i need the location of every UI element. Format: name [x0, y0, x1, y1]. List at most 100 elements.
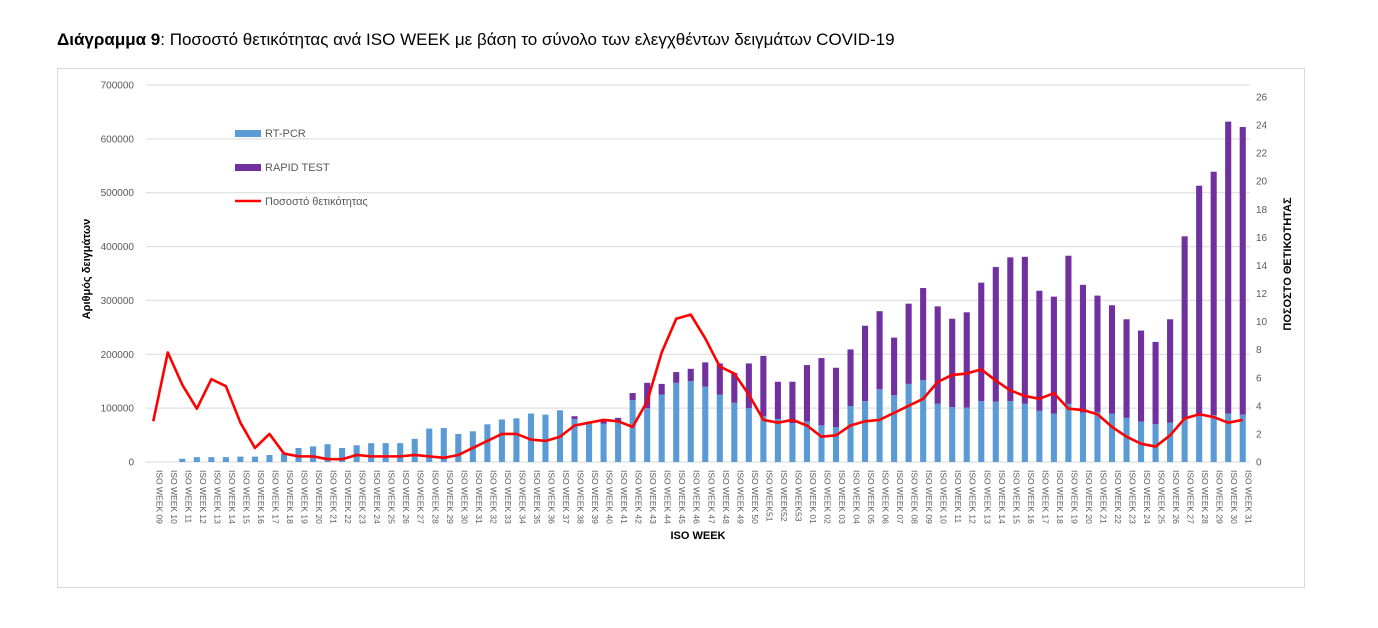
bar-rtpcr	[251, 456, 258, 462]
bar-rapid-test	[1108, 305, 1116, 414]
bar-rapid-test	[716, 363, 723, 395]
bar-rtpcr	[905, 383, 912, 462]
y2-tick-label: 2	[1256, 429, 1262, 440]
bar-rapid-test	[1050, 296, 1057, 414]
x-tick-label: ISO WEEK 31	[474, 470, 484, 524]
bar-rtpcr	[760, 416, 767, 462]
bar-rapid-test	[702, 362, 709, 387]
y-tick-label: 0	[128, 458, 134, 469]
x-tick-label: ISO WEEK 33	[503, 470, 513, 524]
bar-rtpcr	[324, 444, 331, 462]
bar-rapid-test	[774, 381, 781, 419]
x-tick-label: ISO WEEK 27	[416, 470, 426, 524]
x-tick-label: ISO WEEK 41	[619, 470, 629, 524]
x-tick-label: ISO WEEK 50	[750, 470, 760, 524]
x-tick-label: ISO WEEK 20	[314, 470, 324, 524]
bar-rtpcr	[527, 413, 534, 462]
x-tick-label: ISO WEEK 39	[590, 470, 600, 524]
bar-rtpcr	[1210, 415, 1217, 462]
x-tick-label: ISO WEEK 28	[1200, 470, 1210, 524]
bar-rtpcr	[992, 401, 999, 462]
y-tick-label: 100000	[101, 404, 135, 415]
x-tick-label: ISO WEEK 25	[387, 470, 397, 524]
bar-rapid-test	[992, 267, 999, 402]
x-tick-label: ISO WEEK 03	[837, 470, 847, 524]
x-tick-label: ISO WEEK 15	[241, 470, 251, 524]
bar-rapid-test	[629, 393, 636, 401]
bar-rapid-test	[1138, 330, 1145, 422]
x-tick-label: ISO WEEK 19	[1069, 470, 1079, 524]
x-tick-label: ISO WEEK 29	[1215, 470, 1225, 524]
y2-tick-label: 26	[1256, 93, 1268, 104]
x-tick-label: ISO WEEK 34	[517, 470, 527, 524]
bar-rtpcr	[891, 395, 898, 462]
bar-rapid-test	[615, 417, 622, 422]
x-tick-label: ISO WEEK 24	[372, 470, 382, 524]
bar-rapid-test	[978, 282, 985, 402]
bar-rapid-test	[731, 373, 738, 403]
bar-rtpcr	[353, 445, 360, 462]
bar-rtpcr	[484, 424, 491, 462]
bar-rtpcr	[963, 407, 970, 462]
bar-rtpcr	[542, 414, 549, 462]
gridlines	[146, 84, 1250, 463]
y2-tick-label: 16	[1256, 233, 1268, 244]
bar-rtpcr	[745, 408, 752, 462]
chart: 0 100000 200000 300000 400000 500000 600000 700…	[81, 81, 1294, 543]
x-tick-label: ISO WEEK 12	[198, 470, 208, 524]
caption-text: : Ποσοστό θετικότητας ανά ISO WEEK με βά…	[160, 30, 895, 49]
x-tick-label: ISO WEEK 22	[1113, 470, 1123, 524]
bar-rapid-test	[847, 349, 854, 406]
y2-tick-label: 4	[1256, 401, 1262, 412]
bar-rapid-test	[1007, 257, 1014, 402]
bar-rapid-test	[1210, 171, 1217, 416]
bar-rapid-test	[658, 383, 665, 395]
bar-rtpcr	[1079, 412, 1086, 462]
x-tick-label: ISO WEEK 26	[401, 470, 411, 524]
bar-rtpcr	[832, 426, 840, 462]
bar-rtpcr	[687, 381, 694, 462]
bar-rtpcr	[658, 394, 665, 462]
y2-tick-label: 10	[1256, 317, 1268, 328]
x-tick-label: ISO WEEK52	[779, 470, 789, 522]
x-tick-label: ISO WEEK 06	[881, 470, 891, 524]
bar-rapid-test	[687, 368, 694, 382]
x-tick-label: ISO WEEK 49	[735, 470, 745, 524]
bar-rtpcr	[1181, 418, 1188, 462]
x-tick-label: ISO WEEK53	[793, 470, 803, 522]
x-tick-label: ISO WEEK 02	[822, 470, 832, 524]
bar-rtpcr	[876, 389, 883, 462]
x-tick-label: ISO WEEK 46	[692, 470, 702, 524]
bar-rtpcr	[1225, 413, 1232, 462]
x-tick-label: ISO WEEK 15	[1011, 470, 1021, 524]
bar-rapid-test	[891, 337, 898, 396]
bar-rtpcr	[978, 401, 985, 462]
x-tick-label: ISO WEEK 32	[488, 470, 498, 524]
y-tick-label: 600000	[101, 134, 135, 145]
bar-rtpcr	[716, 394, 723, 462]
y2-tick-label: 8	[1256, 345, 1262, 356]
bar-rtpcr	[237, 456, 244, 462]
x-tick-label: ISO WEEK 11	[183, 470, 193, 523]
x-tick-label: ISO WEEK 04	[852, 470, 862, 524]
x-tick-label: ISO WEEK 21	[1098, 470, 1108, 524]
x-tick-label: ISO WEEK 48	[721, 470, 731, 524]
bar-rtpcr	[1108, 413, 1116, 462]
bar-rtpcr	[934, 403, 941, 462]
chart-caption: Διάγραμμα 9: Ποσοστό θετικότητας ανά ISO…	[57, 30, 895, 50]
bar-rtpcr	[615, 421, 622, 462]
x-tick-label: ISO WEEK 30	[1229, 470, 1239, 524]
y-tick-label: 500000	[101, 188, 135, 199]
positivity-series-line	[151, 313, 1243, 461]
bar-rtpcr	[803, 421, 810, 462]
bar-rtpcr	[1152, 424, 1159, 462]
bar-rtpcr	[774, 418, 781, 462]
bar-rtpcr	[266, 454, 273, 462]
bar-rtpcr	[1196, 416, 1203, 462]
chart-frame: 0 100000 200000 300000 400000 500000 600000 700…	[57, 68, 1305, 588]
bar-rapid-test	[832, 367, 840, 427]
x-tick-label: ISO WEEK 47	[706, 470, 716, 524]
bar-rtpcr	[498, 419, 505, 462]
bar-rtpcr	[382, 443, 389, 462]
